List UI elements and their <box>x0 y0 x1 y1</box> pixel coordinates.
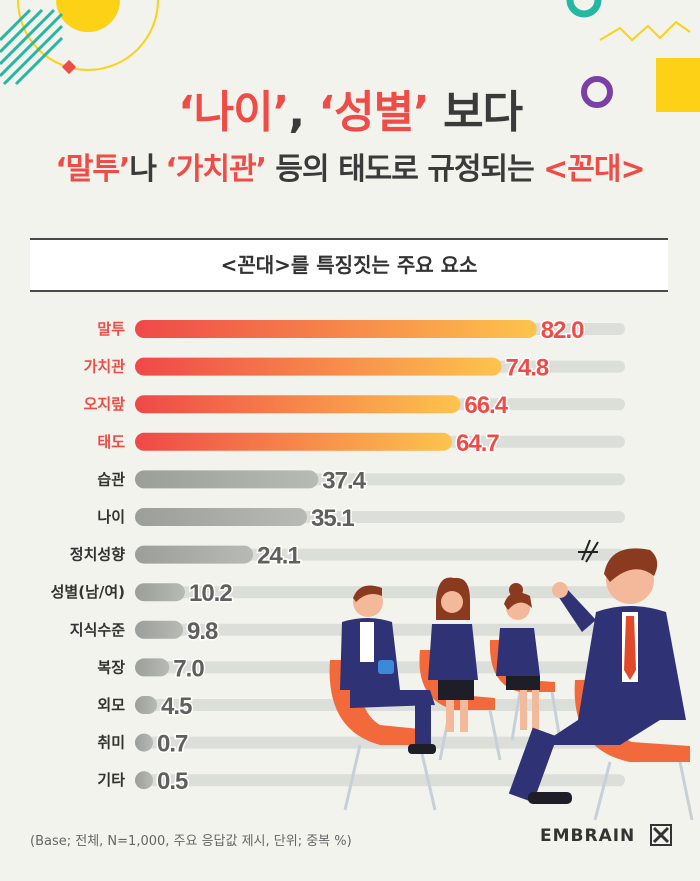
decor-purple-ring <box>581 76 613 108</box>
bar-track <box>135 774 625 787</box>
bar-row: 오지랖 66.4 <box>84 391 625 421</box>
bar <box>135 583 185 602</box>
title-keyword-age: ‘나이’ <box>177 87 289 138</box>
man-speaking <box>508 539 686 804</box>
decor-circle-yellow-ring <box>17 0 159 71</box>
bar <box>135 357 502 376</box>
bar <box>135 658 170 677</box>
category-label: 취미 <box>97 734 125 752</box>
value-label: 37.4 <box>322 467 366 494</box>
title-line-2: ‘말투’나 ‘가치관’ 등의 태도로 규정되는 <꼰대> <box>0 144 700 188</box>
decor-teal-arc <box>566 0 602 18</box>
bar <box>135 432 453 451</box>
title-comma: , <box>288 87 319 138</box>
title-rest-2: 등의 태도로 규정되는 <box>265 152 544 187</box>
subtitle-box: <꼰대>를 특징짓는 주요 요소 <box>30 238 668 292</box>
bar <box>135 395 461 414</box>
bar-row: 외모 4.5 <box>97 692 625 722</box>
people-illustration <box>329 539 694 820</box>
category-label: 성별(남/여) <box>51 583 125 601</box>
chair-legs <box>343 691 694 820</box>
category-label: 기타 <box>97 771 125 789</box>
category-label: 태도 <box>97 433 125 451</box>
value-label: 4.5 <box>161 693 192 720</box>
bar <box>135 620 184 639</box>
value-label: 0.7 <box>157 731 188 758</box>
decor-stripes <box>0 8 64 86</box>
value-label: 64.7 <box>456 430 499 457</box>
woman-worried <box>428 577 478 732</box>
man-listening <box>340 585 436 754</box>
value-label: 35.1 <box>311 505 354 532</box>
title-keyword-values: ‘가치관’ <box>165 152 267 187</box>
title-rest-1: 보다 <box>428 87 523 138</box>
woman-listening <box>496 583 540 730</box>
bar-row: 말투 82.0 <box>97 316 625 346</box>
bar-row: 습관 37.4 <box>97 466 625 496</box>
title-connector: 나 <box>129 152 166 187</box>
category-label: 나이 <box>97 508 125 526</box>
value-label: 0.5 <box>157 768 188 795</box>
title-keyword-gender: ‘성별’ <box>318 87 429 138</box>
bar <box>135 508 307 526</box>
decor-circle-yellow <box>56 0 120 32</box>
chart-subtitle: <꼰대>를 특징짓는 주요 요소 <box>220 253 478 277</box>
bar-row: 태도 64.7 <box>97 428 625 458</box>
bar <box>135 771 153 790</box>
bar-row: 기타 0.5 <box>97 767 625 797</box>
title-line-1: ‘나이’, ‘성별’ 보다 <box>0 76 700 140</box>
value-label: 10.2 <box>189 580 232 607</box>
value-label: 9.8 <box>187 618 218 645</box>
bar <box>135 470 319 489</box>
decor-zigzag <box>599 20 691 42</box>
brand-logo-text: EMBRAIN <box>540 826 636 846</box>
title-keyword-kkondae: <꼰대> <box>543 152 645 187</box>
title-keyword-speech: ‘말투’ <box>55 152 130 187</box>
category-label: 정치성향 <box>70 546 125 564</box>
bar <box>135 320 537 338</box>
bar <box>135 696 158 714</box>
category-label: 가치관 <box>84 358 126 376</box>
bar <box>135 733 153 752</box>
category-label: 복장 <box>97 658 125 676</box>
category-label: 말투 <box>97 320 125 338</box>
category-label: 외모 <box>97 696 125 714</box>
bar-row: 가치관 74.8 <box>84 353 625 383</box>
value-label: 66.4 <box>464 392 508 419</box>
decor-yellow-square <box>656 58 700 112</box>
footnote: (Base; 전체, N=1,000, 주요 응답값 제시, 단위; 중복 %) <box>30 834 352 849</box>
bar-chart: 말투 82.0 가치관 74.8 오지랖 66.4 태도 64.7 습관 37.4 나이 35.1 정치… <box>51 316 625 797</box>
bar <box>135 545 254 564</box>
bar-track <box>135 548 625 561</box>
category-label: 지식수준 <box>70 621 125 639</box>
brand-logo-icon <box>650 824 672 846</box>
bar-row: 정치성향 24.1 <box>70 541 625 571</box>
bar-row: 나이 35.1 <box>97 504 625 534</box>
value-label: 24.1 <box>257 543 300 570</box>
category-label: 오지랖 <box>84 395 126 413</box>
category-label: 습관 <box>97 470 125 488</box>
value-label: 82.0 <box>541 317 584 344</box>
value-label: 74.8 <box>506 355 549 382</box>
value-label: 7.0 <box>173 655 204 682</box>
decor-diamond <box>61 59 77 75</box>
